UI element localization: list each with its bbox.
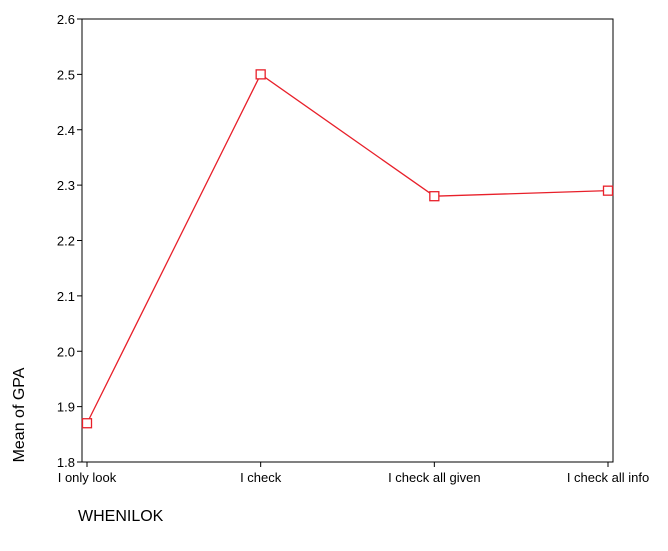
y-tick-label: 2.0: [57, 344, 75, 359]
y-tick-label: 2.1: [57, 289, 75, 304]
y-tick-label: 1.8: [57, 455, 75, 470]
y-tick-label: 1.9: [57, 400, 75, 415]
data-point-marker: [602, 185, 614, 196]
y-tick-label: 2.2: [57, 234, 75, 249]
x-tick-label: I only look: [58, 470, 117, 485]
plot-frame: [81, 18, 614, 463]
data-point-marker: [429, 191, 440, 202]
data-point-marker: [81, 418, 93, 429]
x-axis: I only look I check I check all given I che…: [58, 462, 649, 485]
x-tick-label: I check all given: [388, 470, 481, 485]
y-tick-label: 2.6: [57, 12, 75, 27]
y-axis: 1.8 1.9 2.0 2.1 2.2 2.3 2.4 2.5 2.6: [57, 12, 82, 470]
x-tick-label: I check all info: [567, 470, 649, 485]
x-tick-label: I check: [240, 470, 282, 485]
y-axis-label: Mean of GPA: [11, 367, 28, 462]
y-tick-label: 2.4: [57, 123, 75, 138]
x-axis-label: WHENILOK: [78, 508, 164, 525]
series-layer: [81, 69, 614, 429]
y-tick-label: 2.5: [57, 67, 75, 82]
y-tick-label: 2.3: [57, 178, 75, 193]
data-point-marker: [255, 69, 266, 80]
series-line: [86, 73, 609, 424]
